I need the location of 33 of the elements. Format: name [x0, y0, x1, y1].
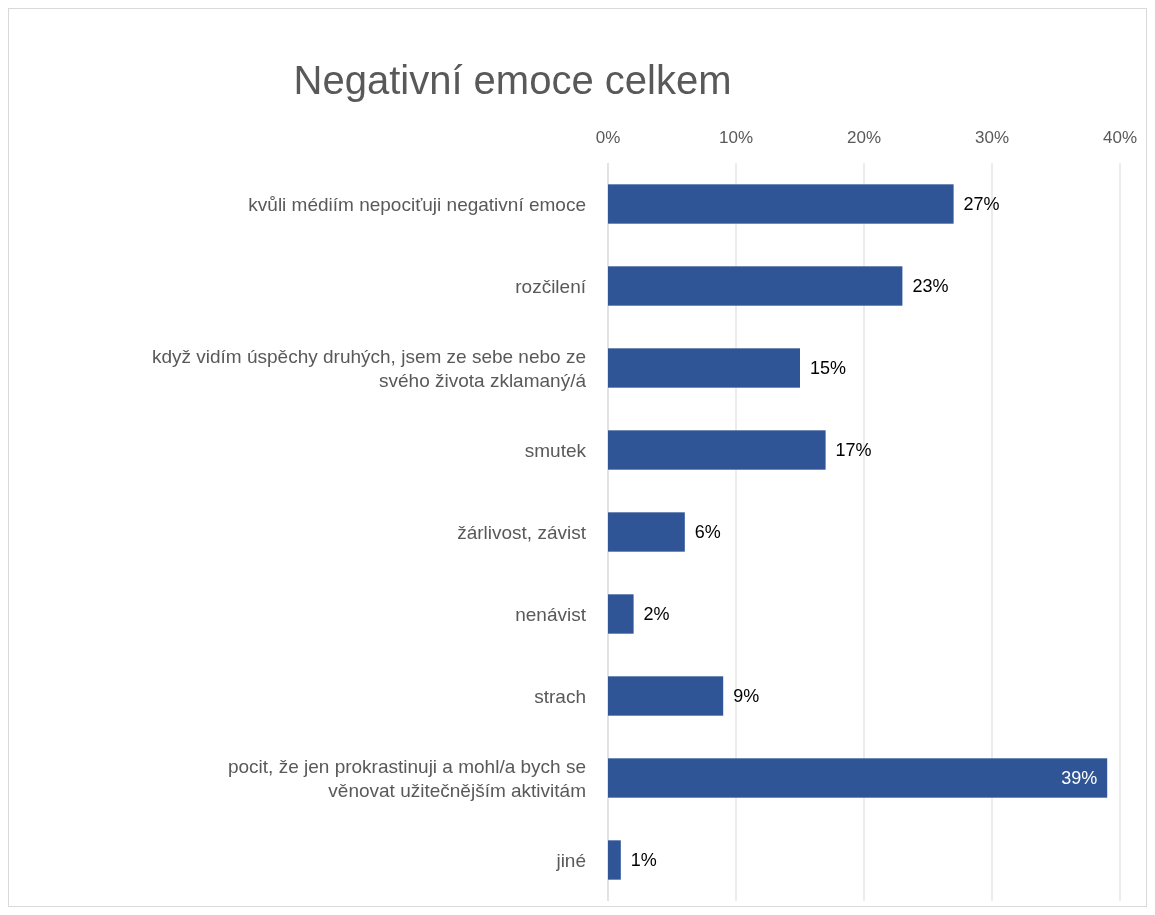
- bar: [608, 676, 724, 716]
- data-label: 17%: [835, 440, 872, 461]
- y-tick-label: pocit, že jen prokrastinuji a mohl/a bych se věnovat užitečnějším aktivitám: [227, 755, 586, 801]
- x-tick-label: 40%: [1102, 128, 1138, 147]
- bar: [608, 512, 685, 552]
- x-tick-label: 30%: [974, 128, 1010, 147]
- x-tick-label: 10%: [718, 128, 754, 147]
- x-tick-label: 20%: [846, 128, 882, 147]
- data-label: 15%: [810, 358, 847, 379]
- y-tick-label: smutek: [524, 439, 587, 461]
- bar: [608, 430, 826, 470]
- bar: [608, 266, 903, 306]
- bar: [608, 348, 800, 388]
- data-label: 23%: [912, 276, 949, 297]
- x-tick-label: 0%: [595, 128, 621, 147]
- data-label: 1%: [630, 850, 657, 871]
- bar: [608, 184, 954, 224]
- data-label: 27%: [963, 194, 1000, 215]
- y-tick-label: když vidím úspěchy druhých, jsem ze sebe nebo ze svého života zklamaný/á: [151, 345, 587, 391]
- y-tick-label: kvůli médiím nepociťuji negativní emoce: [248, 193, 586, 215]
- y-tick-label: nenávist: [515, 603, 587, 625]
- data-label: 9%: [733, 686, 760, 707]
- y-tick-label: jiné: [555, 849, 586, 871]
- bar: [608, 758, 1108, 798]
- y-tick-label: žárlivost, závist: [457, 521, 587, 543]
- y-tick-label: strach: [534, 685, 586, 707]
- data-label: 2%: [643, 604, 670, 625]
- bar: [608, 840, 621, 880]
- y-tick-label: rozčilení: [515, 275, 587, 297]
- bar: [608, 594, 634, 634]
- data-label: 6%: [694, 522, 721, 543]
- chart-title: Negativní emoce celkem: [293, 58, 732, 102]
- data-label: 39%: [1061, 768, 1098, 789]
